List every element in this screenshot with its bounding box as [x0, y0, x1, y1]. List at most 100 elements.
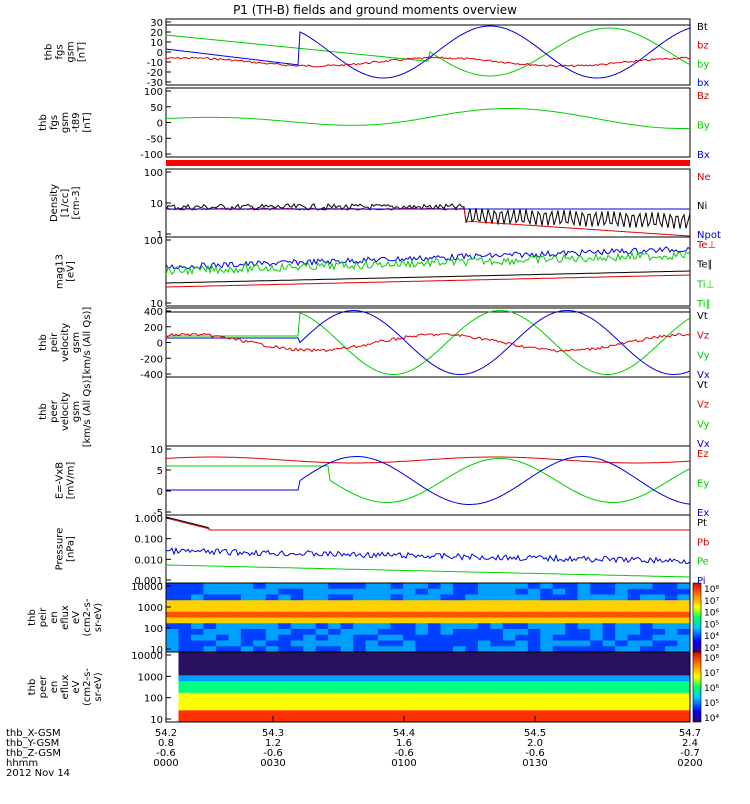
spectrogram-cell: [390, 710, 404, 717]
y-tick-label: 0.010: [134, 555, 163, 566]
spectrogram-cell: [240, 634, 254, 641]
spectrogram-cell: [215, 710, 229, 717]
spectrogram-cell: [465, 675, 479, 682]
spectrogram-cell: [515, 588, 529, 595]
spectrogram-cell: [166, 623, 179, 630]
y-tick-label: -10: [147, 58, 163, 69]
spectrogram-cell: [552, 681, 566, 688]
spectrogram-cell: [665, 594, 679, 601]
spectrogram-cell: [240, 657, 254, 665]
spectrogram-cell: [403, 681, 417, 688]
spectrogram-cell: [403, 583, 417, 590]
spectrogram-cell: [428, 675, 441, 682]
spectrogram-cell: [403, 617, 417, 624]
spectrogram-cell: [378, 629, 392, 636]
spectrogram-cell: [428, 687, 441, 694]
spectrogram-cell: [378, 634, 392, 641]
spectrogram-cell: [627, 583, 641, 590]
spectrogram-cell: [328, 588, 342, 595]
spectrogram-cell: [303, 629, 317, 636]
spectrogram-cell: [428, 588, 441, 595]
y-tick-label: 0.100: [134, 535, 163, 546]
series-line-2: [165, 251, 691, 276]
y-axis-label: thbpeirenefluxeV(cm2-s-sr-eV): [27, 598, 104, 636]
spectrogram-cell: [477, 594, 491, 601]
spectrogram-cell: [440, 634, 454, 641]
spectrogram-cell: [490, 588, 504, 595]
legend-entry: Pt: [697, 518, 707, 529]
spectrogram-cell: [415, 669, 429, 676]
spectrogram-cell: [565, 611, 579, 618]
footer-value: 0200: [677, 758, 702, 769]
spectrogram-cell: [590, 594, 604, 601]
spectrogram-cell: [477, 652, 491, 659]
spectrogram-cell: [627, 634, 641, 641]
spectrogram-cell: [340, 634, 354, 641]
y-axis-label: thbpeerenefluxeV(cm2-s-sr-eV): [27, 668, 104, 706]
spectrogram-cell: [602, 704, 616, 711]
spectrogram-cell: [340, 617, 354, 624]
spectrogram-cell: [390, 629, 404, 636]
spectrogram-cell: [502, 698, 516, 705]
spectrogram-cell: [365, 657, 379, 665]
spectrogram-cell: [178, 611, 192, 618]
spectrogram-cell: [452, 606, 466, 613]
y-axis-label-line: thb: [38, 403, 49, 420]
spectrogram-cell: [415, 692, 429, 700]
y-axis-label: E=-VxB[mV/m]: [55, 462, 77, 500]
spectrogram-cell: [577, 611, 591, 618]
series-line-2: [165, 207, 691, 237]
spectrogram-cell: [340, 704, 354, 711]
time-axis-footer: thb_X-GSM 54.2 54.3 54.4 54.5 54.7 thb_Y-GSM 0.…: [6, 716, 703, 769]
spectrogram-cell: [577, 692, 591, 700]
spectrogram-cell: [527, 600, 541, 607]
spectrogram-cell: [615, 634, 629, 641]
spectrogram-cell: [228, 629, 242, 636]
spectrogram-cell: [178, 640, 192, 647]
spectrogram-cell: [615, 640, 629, 647]
y-axis-label-line: gsm: [66, 41, 77, 62]
spectrogram-cell: [390, 669, 404, 676]
spectrogram-cell: [652, 617, 666, 624]
spectrogram-cell: [490, 611, 504, 618]
colorbar: [692, 582, 702, 653]
spectrogram-cell: [265, 623, 279, 630]
spectrogram-cell: [665, 704, 679, 711]
spectrogram-cell: [378, 704, 392, 711]
spectrogram-cell: [590, 640, 604, 647]
spectrogram-cell: [178, 623, 192, 630]
spectrogram-cell: [265, 652, 279, 659]
spectrogram-cell: [652, 669, 666, 676]
spectrogram-cell: [615, 623, 629, 630]
spectrogram-cell: [365, 698, 379, 705]
y-tick-label: 0: [157, 339, 163, 350]
legend: Bz By Bx: [697, 91, 710, 161]
spectrogram-cell: [240, 600, 254, 607]
panel-2: 100 50 0 -50 -100 thbfgsgsm-t89[nT] Bz By Bx: [38, 87, 710, 166]
spectrogram-cell: [228, 594, 242, 601]
spectrogram-cell: [515, 710, 529, 717]
spectrogram-cell: [440, 687, 454, 694]
y-axis-label-line: thb: [38, 114, 49, 131]
series-line-3: [165, 547, 691, 565]
spectrogram-cell: [353, 606, 367, 613]
spectrogram-cell: [203, 623, 217, 630]
spectrogram-cell: [403, 663, 417, 670]
legend: Vt Vz Vy Vx: [697, 311, 710, 381]
spectrogram-cell: [477, 600, 491, 607]
panel-9: 10⁸10⁷10⁶10⁵10⁴10³10000100010010thbpeire…: [27, 582, 719, 656]
spectrogram-cell: [677, 588, 691, 595]
spectrogram-cell: [228, 704, 242, 711]
spectrogram-cell: [415, 617, 429, 624]
spectrogram-cell: [215, 663, 229, 670]
spectrogram-cell: [203, 646, 217, 653]
y-tick-label: 10: [150, 199, 163, 210]
spectrogram-cell: [303, 646, 317, 653]
spectrogram-cell: [615, 646, 629, 653]
spectrogram-cell: [577, 704, 591, 711]
spectrogram-cell: [265, 640, 279, 647]
series-line-3: [166, 310, 691, 375]
spectrogram-cell: [552, 698, 566, 705]
spectrogram-cell: [440, 716, 454, 723]
